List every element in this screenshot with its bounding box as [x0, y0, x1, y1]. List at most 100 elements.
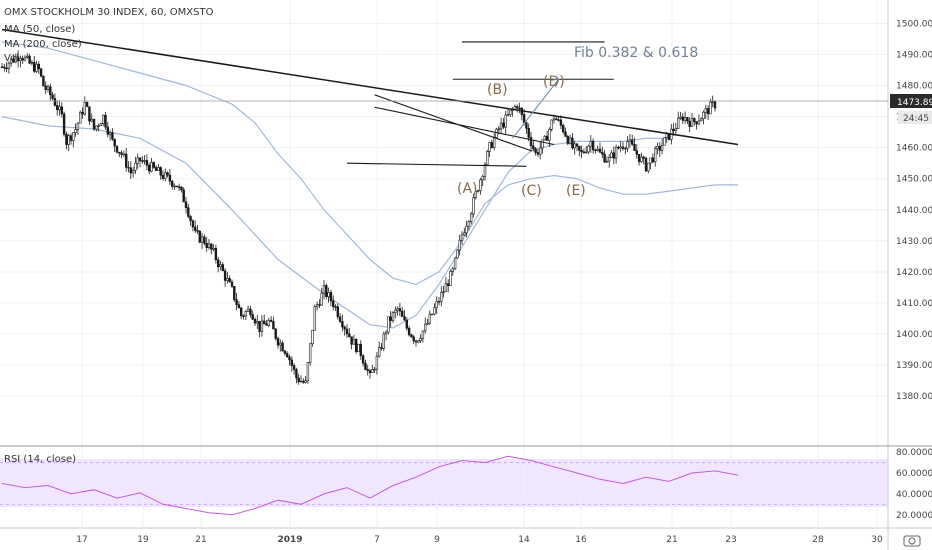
- candle-body: [272, 321, 275, 330]
- candle-body: [380, 347, 383, 349]
- candle-body: [499, 122, 503, 130]
- x-tick-label: 7: [374, 535, 380, 545]
- trendlines: [1, 28, 739, 167]
- candle-body: [260, 320, 264, 332]
- candle-body: [472, 197, 475, 215]
- candle-body: [663, 137, 666, 146]
- camera-icon[interactable]: [903, 535, 921, 547]
- candle-body: [152, 162, 155, 168]
- candle-body: [481, 176, 484, 181]
- candle-body: [440, 292, 443, 302]
- candle-body: [226, 278, 229, 281]
- price-badge-text: 1473.89: [897, 98, 932, 108]
- candle-body: [115, 145, 119, 153]
- candle-body: [552, 118, 556, 121]
- candle-body: [111, 132, 114, 140]
- candle-body: [575, 143, 579, 147]
- candle-body: [548, 129, 551, 141]
- candle-body: [543, 135, 547, 141]
- candle-body: [679, 116, 682, 119]
- candle-body: [469, 213, 473, 222]
- candle-body: [315, 304, 319, 308]
- candle-body: [23, 56, 27, 61]
- candle-body: [555, 118, 558, 121]
- price-tick-label: 1390.00: [896, 361, 932, 371]
- candle-body: [295, 369, 298, 379]
- candle-body: [697, 120, 701, 125]
- candle-body: [584, 151, 588, 154]
- candle-body: [230, 281, 234, 287]
- candle-body: [338, 316, 342, 322]
- candle-body: [269, 319, 273, 322]
- candle-body: [118, 151, 121, 154]
- candle-body: [205, 242, 208, 248]
- candle-body: [196, 230, 199, 232]
- candle-body: [414, 340, 418, 343]
- candle-body: [407, 327, 411, 336]
- candle-body: [676, 117, 680, 129]
- candle-body: [391, 312, 395, 321]
- candle-body: [85, 102, 89, 108]
- candle-body: [674, 128, 678, 131]
- price-tick-label: 1400.00: [896, 330, 932, 340]
- candle-body: [42, 75, 45, 87]
- candle-body: [559, 119, 563, 126]
- candle-body: [138, 157, 142, 162]
- candle-body: [412, 336, 415, 342]
- candle-body: [354, 339, 358, 353]
- price-tick-label: 1450.00: [896, 175, 932, 185]
- candle-body: [290, 359, 293, 366]
- candle-body: [396, 308, 399, 311]
- candle-body: [106, 126, 110, 135]
- candle-body: [451, 268, 454, 272]
- candle-body: [400, 310, 404, 317]
- candle-body: [607, 157, 611, 162]
- candle-body: [518, 107, 521, 110]
- candle-body: [184, 201, 188, 208]
- candle-body: [336, 306, 339, 318]
- candle-body: [515, 106, 519, 109]
- candle-body: [693, 118, 696, 122]
- price-tick-label: 1430.00: [896, 237, 932, 247]
- countdown-text: 24:45: [903, 114, 929, 124]
- candle-body: [318, 304, 321, 306]
- ma50-line: [1, 116, 669, 329]
- candle-body: [382, 333, 385, 349]
- candle-body: [488, 142, 491, 152]
- candle-body: [46, 86, 50, 90]
- candle-body: [207, 243, 211, 248]
- candle-body: [426, 322, 429, 325]
- candle-body: [297, 377, 300, 383]
- candle-body: [647, 162, 650, 172]
- candle-body: [240, 307, 243, 317]
- candle-body: [3, 66, 6, 69]
- candle-body: [302, 380, 305, 383]
- rsi-path: [1, 455, 739, 516]
- candle-body: [26, 55, 29, 58]
- candle-body: [446, 283, 450, 286]
- candle-body: [283, 350, 287, 354]
- candle-body: [598, 148, 602, 153]
- candle-body: [504, 114, 507, 128]
- candle-body: [237, 304, 241, 309]
- candle-body: [649, 157, 652, 164]
- candle-body: [249, 308, 252, 315]
- candle-body: [635, 150, 639, 155]
- candle-body: [242, 315, 245, 317]
- candle-body: [306, 362, 310, 382]
- candle-body: [610, 152, 613, 158]
- candle-body: [246, 308, 250, 312]
- candle-body: [62, 113, 66, 135]
- candle-body: [532, 145, 535, 149]
- candle-body: [536, 152, 540, 155]
- candle-body: [394, 309, 397, 313]
- candle-body: [16, 56, 20, 62]
- candle-body: [502, 122, 505, 128]
- candle-body: [377, 347, 381, 357]
- candle-body: [141, 160, 144, 162]
- candle-body: [587, 145, 590, 153]
- candle-body: [506, 114, 510, 116]
- candle-body: [161, 174, 165, 179]
- rsi-tick-label: 20.0000: [896, 511, 932, 521]
